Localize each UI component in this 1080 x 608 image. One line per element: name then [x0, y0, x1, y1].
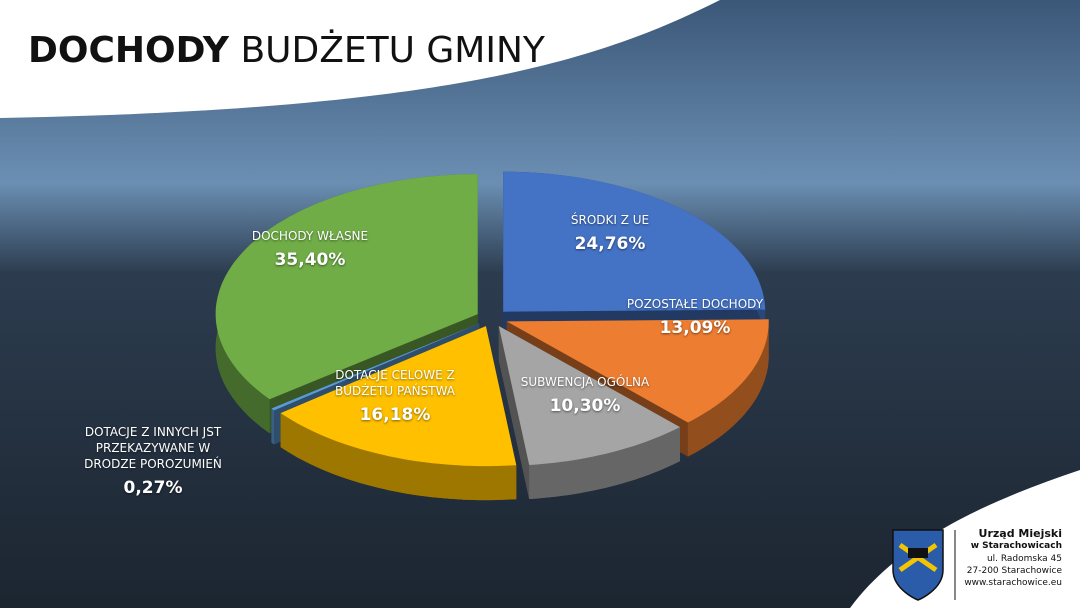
footer-city: w Starachowicach	[970, 541, 1062, 551]
slice-rim	[529, 427, 680, 499]
slice	[280, 326, 517, 501]
title-band	[0, 0, 720, 118]
slice-rim	[687, 319, 769, 457]
value-label: 35,40%	[274, 250, 346, 270]
slice-top	[506, 319, 769, 423]
slice-label: DOTACJE Z INNYCH JST PRZEKAZYWANE W DROD…	[68, 424, 238, 500]
category-label: DOTACJE CELOWE Z BUDŻETU PAŃSTWA	[334, 368, 455, 398]
chart-title: DOCHODY BUDŻETU GMINY	[28, 30, 545, 71]
slice-label: POZOSTAŁE DOCHODY 13,09%	[610, 296, 780, 340]
footer: Urząd Miejski w Starachowicach ul. Radom…	[964, 527, 1062, 589]
category-label: ŚRODKI Z UE	[570, 213, 650, 227]
slice-top	[271, 323, 480, 411]
logo	[892, 529, 944, 601]
category-label: DOCHODY WŁASNE	[251, 229, 369, 243]
footer-postcode: 27-200 Starachowice	[966, 566, 1062, 576]
slice	[215, 174, 478, 434]
footer-name: Urząd Miejski	[978, 527, 1062, 540]
category-label: POZOSTAŁE DOCHODY	[626, 297, 764, 311]
logo-anvil	[908, 548, 928, 558]
slice-edge	[498, 326, 530, 499]
value-label: 24,76%	[574, 234, 646, 254]
slice-rim	[271, 408, 275, 445]
slice-top	[215, 174, 478, 400]
title-rest: BUDŻETU GMINY	[240, 30, 545, 71]
slice	[503, 171, 766, 346]
slice-rim	[280, 413, 517, 501]
slice-top	[503, 171, 766, 312]
slice-label: ŚRODKI Z UE 24,76%	[540, 212, 680, 256]
slice-label: DOTACJE CELOWE Z BUDŻETU PAŃSTWA 16,18%	[310, 367, 480, 427]
value-label: 10,30%	[549, 396, 621, 416]
category-label: SUBWENCJA OGÓLNA	[520, 375, 650, 389]
footer-web: www.starachowice.eu	[964, 578, 1062, 588]
slice-top	[498, 326, 680, 465]
slice-label: DOCHODY WŁASNE 35,40%	[240, 228, 380, 272]
footer-street: ul. Radomska 45	[986, 554, 1062, 564]
value-label: 13,09%	[659, 318, 731, 338]
value-label: 16,18%	[359, 405, 431, 425]
value-label: 0,27%	[123, 478, 183, 498]
category-label: DOTACJE Z INNYCH JST PRZEKAZYWANE W DROD…	[84, 425, 222, 471]
slice-top	[280, 326, 517, 467]
slice-label: SUBWENCJA OGÓLNA 10,30%	[510, 374, 660, 418]
slice	[498, 326, 680, 499]
title-bold: DOCHODY	[28, 30, 229, 71]
